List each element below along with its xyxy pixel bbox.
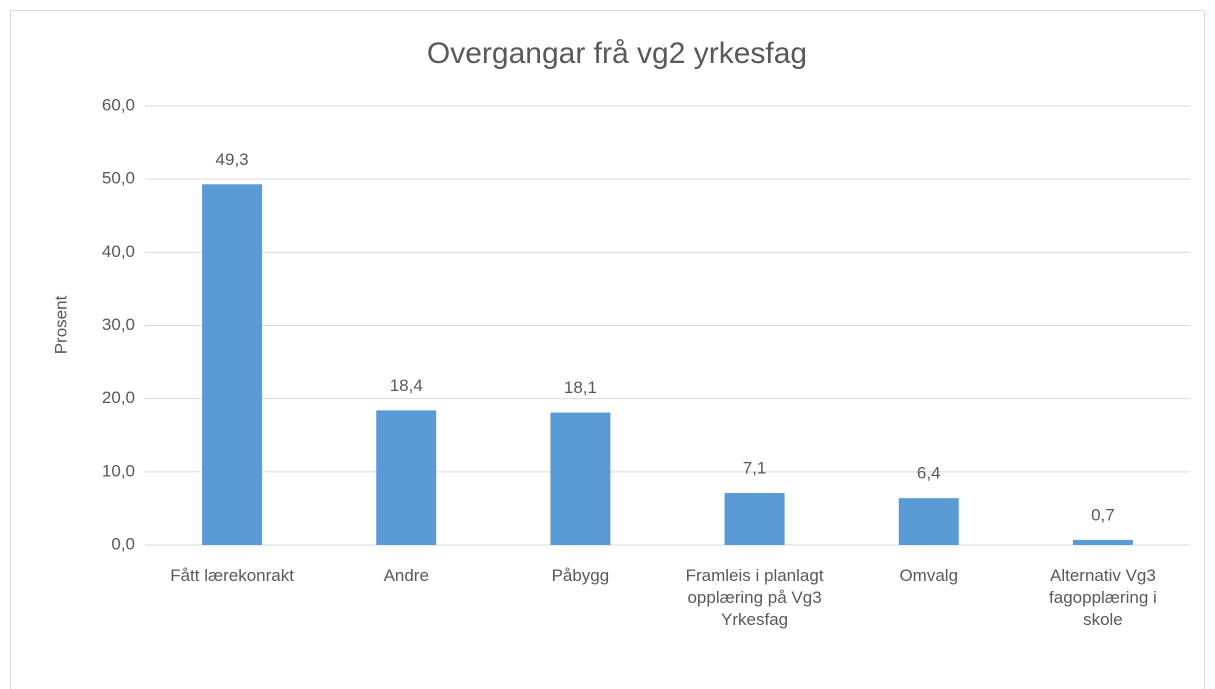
chart-border [10, 10, 1205, 689]
data-label: 6,4 [917, 464, 941, 483]
y-tick-label: 10,0 [102, 461, 135, 480]
bar [376, 410, 437, 545]
y-tick-label: 50,0 [102, 169, 135, 188]
y-tick-label: 60,0 [102, 95, 135, 114]
data-label: 49,3 [216, 150, 249, 169]
x-tick-label: Påbygg [551, 566, 610, 585]
chart-title: Overgangar frå vg2 yrkesfag [427, 37, 807, 70]
x-tick-label: Alternativ Vg3 fagopplæring i skole [1049, 566, 1157, 629]
bar [1072, 539, 1133, 545]
data-label: 18,4 [390, 376, 423, 395]
data-label: 0,7 [1091, 505, 1115, 524]
bar [898, 498, 959, 545]
y-tick-label: 0,0 [111, 534, 135, 553]
x-tick-label: Framleis i planlagt opplæring på Vg3 Yrk… [685, 566, 824, 629]
y-tick-label: 30,0 [102, 315, 135, 334]
y-axis-label: Prosent [51, 295, 70, 354]
bar [550, 412, 611, 545]
bar [202, 184, 263, 545]
y-tick-label: 40,0 [102, 242, 135, 261]
data-label: 18,1 [564, 378, 597, 397]
x-tick-label: Omvalg [899, 566, 959, 585]
bar [724, 493, 785, 545]
data-label: 7,1 [743, 459, 767, 478]
x-tick-label: Fått lærekonrakt [170, 566, 294, 585]
x-tick-label: Andre [383, 566, 429, 585]
y-tick-label: 20,0 [102, 388, 135, 407]
